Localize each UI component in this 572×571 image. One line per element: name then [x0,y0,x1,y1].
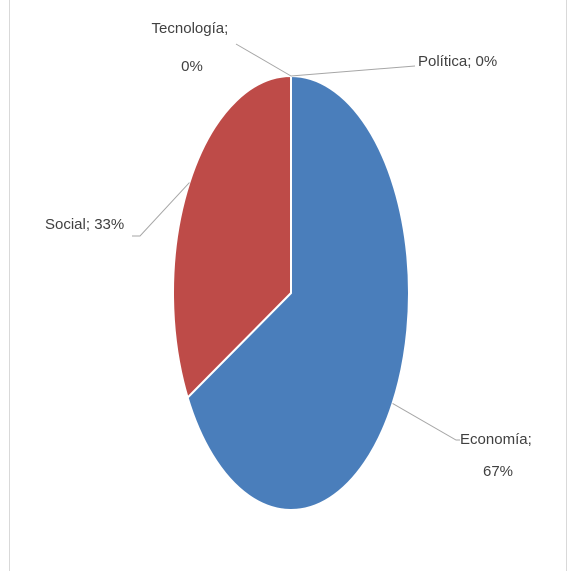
pie-slices [173,76,409,510]
data-label-social: Social; 33% [45,216,124,233]
data-label-tecnologia-value: 0% [181,58,203,75]
data-label-politica-text: Política; 0% [418,53,497,70]
data-label-tecnologia-category: Tecnología; [152,20,229,37]
data-label-tecnologia: Tecnología; 0% [152,20,233,75]
data-label-economia-category: Economía; [460,431,532,448]
leader-line-economia [393,403,460,440]
data-label-politica: Política; 0% [418,53,497,70]
data-label-social-text: Social; 33% [45,216,124,233]
data-label-economia-value: 67% [483,463,513,480]
leader-line-politica [291,66,415,76]
leader-line-tecnologia [236,44,291,76]
data-label-economia: Economía; 67% [460,431,536,480]
